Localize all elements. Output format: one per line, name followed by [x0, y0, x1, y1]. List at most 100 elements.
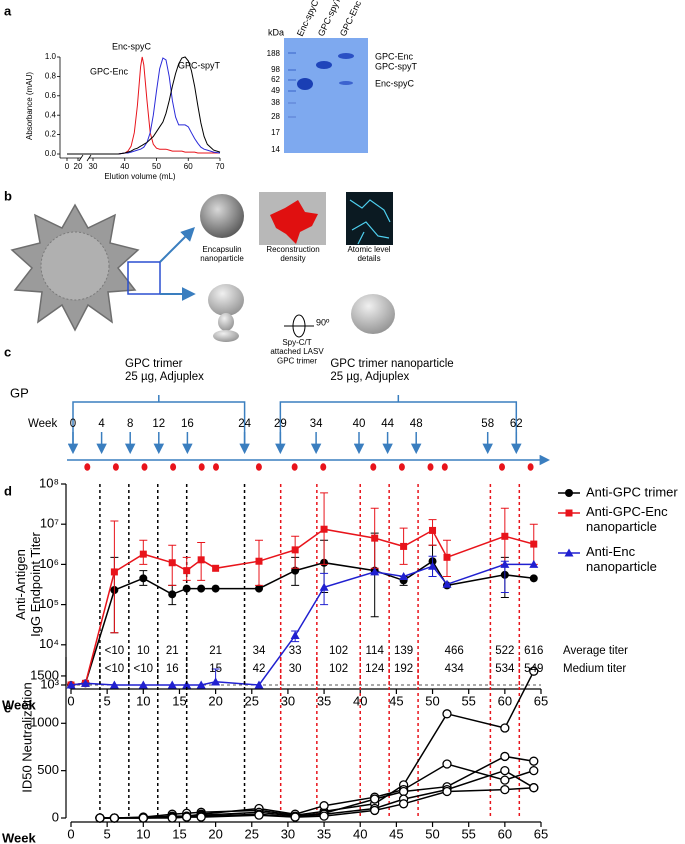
- marker: [167, 813, 177, 823]
- titer-label: <10: [105, 645, 125, 657]
- marker: [167, 680, 177, 689]
- x-tick-label: 70: [216, 162, 225, 171]
- zoom-box: [127, 261, 161, 295]
- text-line: Reconstruction: [266, 245, 319, 254]
- legend-label: Anti-GPC trimer: [586, 484, 678, 499]
- y-axis-label: ID50 Neutralization: [19, 682, 34, 793]
- bleed-dot: [427, 463, 434, 471]
- bleed-dot: [291, 463, 298, 471]
- panel-label: b: [4, 188, 12, 203]
- text-line: Encapsulin: [202, 245, 241, 254]
- marker: [254, 810, 264, 820]
- y-axis-label: Anti-AntigenIgG Endpoint Titer: [13, 531, 43, 636]
- x-tick-label: 65: [534, 826, 548, 841]
- band-label: GPC-spyT: [375, 61, 418, 71]
- x-tick-label: 20: [208, 693, 222, 708]
- legend-marker: [565, 489, 573, 497]
- titer-label: 139: [394, 645, 413, 657]
- phase-bracket: [72, 395, 246, 452]
- y-tick-label: 10³: [40, 676, 59, 691]
- y-tick-label: 0: [52, 809, 59, 824]
- marker-label: 62: [271, 75, 280, 84]
- marker: [110, 568, 118, 576]
- week-label: 24: [238, 418, 251, 430]
- x-tick-label: 45: [389, 826, 403, 841]
- panel-label: a: [4, 3, 12, 18]
- legend-label: Anti-GPC-Enc nanoparticle: [586, 504, 668, 534]
- bleed-dot: [141, 463, 148, 471]
- axis-break: [86, 154, 92, 162]
- marker: [501, 532, 509, 540]
- marker-label: 14: [271, 145, 280, 154]
- x-tick-label: 50: [425, 826, 439, 841]
- x-tick-label: 15: [172, 826, 186, 841]
- titer-label: 16: [166, 663, 179, 675]
- marker: [370, 805, 380, 816]
- titer-label: 616: [524, 645, 543, 657]
- x-tick-label: 50: [152, 162, 161, 171]
- marker: [429, 526, 437, 534]
- bleed-dot: [370, 463, 377, 471]
- week-label: 44: [381, 418, 394, 430]
- y-tick-label: 1500: [30, 667, 59, 682]
- x-tick-label: 30: [281, 826, 295, 841]
- marker-label: 49: [271, 86, 280, 95]
- marker: [398, 799, 409, 809]
- bleed-dot: [320, 463, 327, 471]
- x-tick-label: 20: [208, 826, 222, 841]
- x-tick-label: 0: [67, 693, 74, 708]
- marker: [500, 775, 510, 785]
- x-tick-label: 5: [104, 826, 111, 841]
- trimer-image: [218, 313, 234, 331]
- text-line: Spy-C/T: [282, 338, 311, 347]
- x-axis-label: Week: [2, 697, 36, 712]
- structure: Encapsulin nanoparticle Reconstruction den…: [10, 192, 395, 366]
- series-label: Enc-spyC: [112, 41, 152, 51]
- marker: [529, 756, 539, 766]
- x-tick-label: 30: [281, 693, 295, 708]
- y-tick-label: 10⁸: [39, 475, 59, 490]
- marker: [212, 564, 220, 572]
- text-line: GPC trimer nanoparticle: [330, 358, 453, 370]
- text-line: Anti-Antigen: [13, 549, 28, 620]
- week-label: 8: [127, 418, 133, 430]
- titer-label: 534: [495, 663, 515, 675]
- text-line: Atomic level: [347, 245, 390, 254]
- text-line: GPC trimer: [125, 358, 183, 370]
- marker: [196, 812, 206, 822]
- x-tick-label: 10: [136, 826, 150, 841]
- x-tick-label: 60: [498, 693, 512, 708]
- marker-label: 28: [271, 112, 280, 121]
- density-highlight: [270, 200, 318, 244]
- marker: [80, 678, 90, 687]
- titer-label: 466: [445, 645, 464, 657]
- week-label: 0: [70, 418, 76, 430]
- titer-label: 102: [329, 663, 348, 675]
- bleed-dot: [198, 463, 205, 471]
- marker: [500, 559, 510, 568]
- marker: [211, 677, 221, 686]
- text-line: IgG Endpoint Titer: [28, 531, 43, 636]
- image-label: Encapsulin nanoparticle: [200, 245, 244, 263]
- y-tick-label: 10⁶: [39, 556, 59, 571]
- error-bar: [110, 520, 119, 634]
- marker-label: 17: [271, 128, 280, 137]
- marker: [109, 680, 119, 689]
- titer-label: 114: [366, 645, 385, 657]
- marker: [319, 801, 329, 811]
- x-axis-label: Elution volume (mL): [104, 172, 175, 181]
- y-tick-label: 10⁵: [39, 596, 59, 611]
- text-line: GPC trimer: [277, 357, 317, 366]
- gel-band: [338, 53, 354, 59]
- marker: [400, 542, 408, 550]
- marker: [529, 559, 539, 568]
- marker: [109, 813, 120, 823]
- y-tick-label: 0.6: [45, 91, 57, 100]
- text-line: nanoparticle: [586, 519, 657, 534]
- marker: [443, 553, 451, 561]
- axis-break: [78, 154, 84, 162]
- marker: [529, 666, 539, 676]
- gel-image: [284, 38, 368, 153]
